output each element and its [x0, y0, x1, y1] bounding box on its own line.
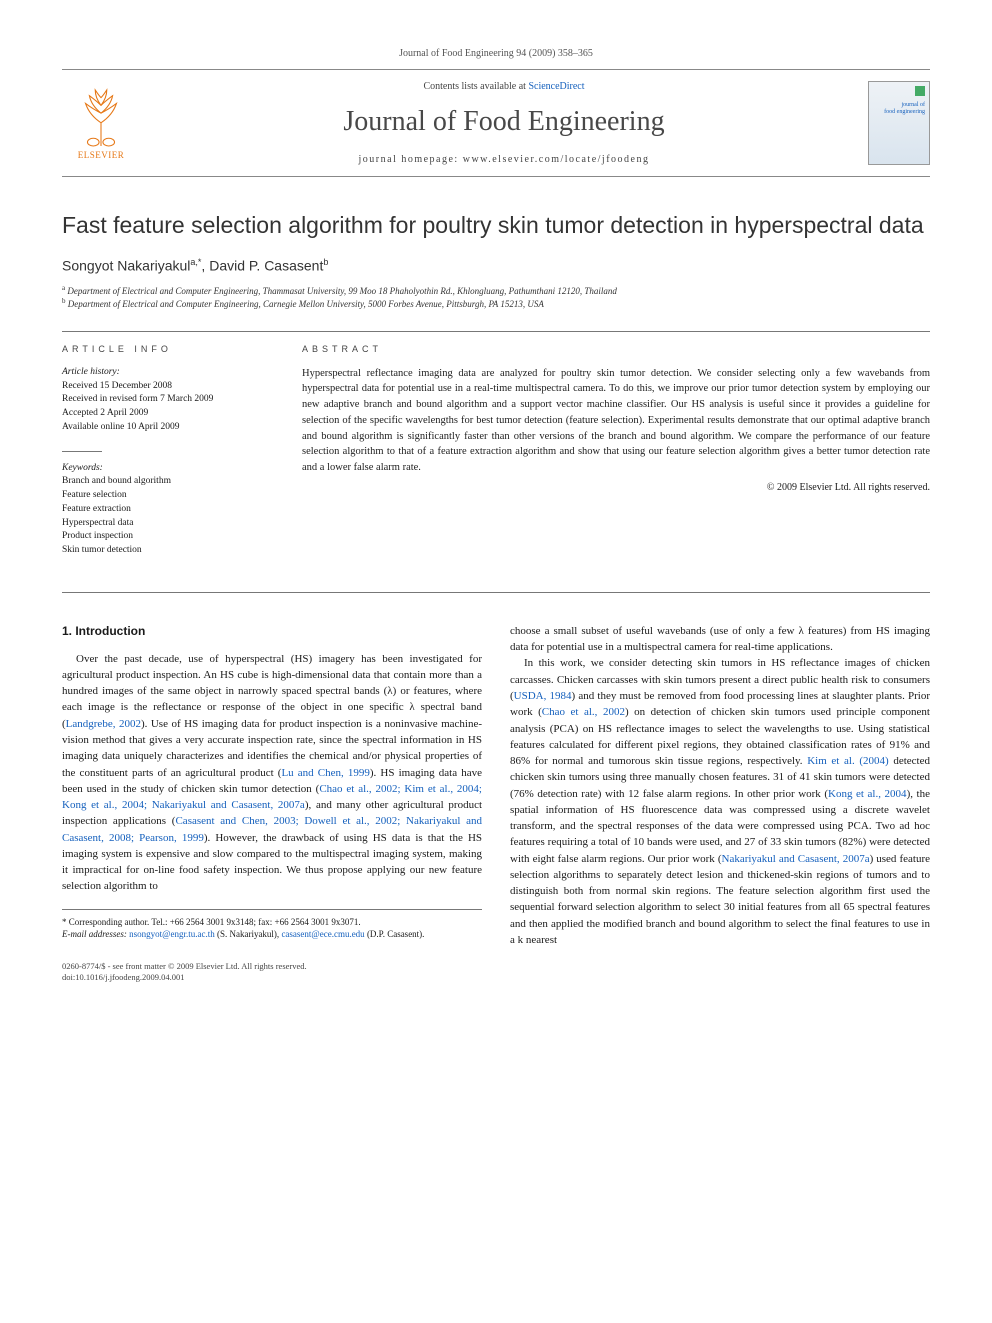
footer-doi: doi:10.1016/j.jfoodeng.2009.04.001 [62, 972, 482, 983]
author-2: David P. Casasent [209, 258, 323, 274]
journal-homepage-line: journal homepage: www.elsevier.com/locat… [140, 154, 868, 165]
affiliations: a Department of Electrical and Computer … [62, 284, 930, 311]
intro-paragraph-2: In this work, we consider detecting skin… [510, 655, 930, 948]
keyword-5: Product inspection [62, 530, 274, 544]
email-addresses-line: E-mail addresses: nsongyot@engr.tu.ac.th… [62, 928, 482, 941]
homepage-prefix: journal homepage: [359, 154, 463, 165]
intro-paragraph-right-cont: choose a small subset of useful waveband… [510, 623, 930, 656]
article-info-heading: ARTICLE INFO [62, 344, 274, 354]
running-head: Journal of Food Engineering 94 (2009) 35… [62, 48, 930, 59]
homepage-url[interactable]: www.elsevier.com/locate/jfoodeng [463, 154, 650, 165]
cover-line1: journal of [902, 102, 926, 108]
info-abstract-row: ARTICLE INFO Article history: Received 1… [62, 331, 930, 593]
section-1-heading: 1. Introduction [62, 623, 482, 641]
email-link-2[interactable]: casasent@ece.cmu.edu [281, 929, 364, 939]
keywords-block: Keywords: Branch and bound algorithm Fea… [62, 462, 274, 558]
history-accepted: Accepted 2 April 2009 [62, 407, 274, 421]
email-1-name: (S. Nakariyakul), [215, 929, 282, 939]
ref-kim-2004[interactable]: Kim et al. (2004) [807, 755, 888, 767]
history-label: Article history: [62, 366, 274, 380]
email-link-1[interactable]: nsongyot@engr.tu.ac.th [129, 929, 215, 939]
footer-front-matter: 0260-8774/$ - see front matter © 2009 El… [62, 961, 482, 972]
contents-lists-line: Contents lists available at ScienceDirec… [140, 81, 868, 92]
article-info-column: ARTICLE INFO Article history: Received 1… [62, 344, 274, 574]
history-received: Received 15 December 2008 [62, 380, 274, 394]
page-footer: 0260-8774/$ - see front matter © 2009 El… [62, 961, 482, 984]
email-label: E-mail addresses: [62, 929, 129, 939]
elsevier-wordmark: ELSEVIER [78, 150, 125, 160]
journal-name: Journal of Food Engineering [140, 106, 868, 138]
cover-line2: food engineering [884, 109, 925, 115]
author-list: Songyot Nakariyakula,*, David P. Casasen… [62, 257, 930, 274]
body-two-column: 1. Introduction Over the past decade, us… [62, 623, 930, 984]
ref-landgrebe-2002[interactable]: Landgrebe, 2002 [66, 718, 141, 730]
text-run: ) used feature selection algorithms to s… [510, 853, 930, 946]
history-revised: Received in revised form 7 March 2009 [62, 393, 274, 407]
abstract-column: ABSTRACT Hyperspectral reflectance imagi… [302, 344, 930, 574]
email-2-name: (D.P. Casasent). [365, 929, 425, 939]
ref-chao-2002[interactable]: Chao et al., 2002 [542, 706, 625, 718]
right-column: choose a small subset of useful waveband… [510, 623, 930, 984]
keyword-6: Skin tumor detection [62, 544, 274, 558]
affil-a-sup: a [62, 284, 65, 292]
abstract-copyright: © 2009 Elsevier Ltd. All rights reserved… [302, 482, 930, 493]
author-1-affil-sup: a,* [190, 257, 201, 267]
author-2-affil-sup: b [323, 257, 328, 267]
keyword-1: Branch and bound algorithm [62, 475, 274, 489]
affiliation-b: Department of Electrical and Computer En… [68, 299, 544, 309]
corresponding-author-note: * Corresponding author. Tel.: +66 2564 3… [62, 916, 482, 929]
ref-usda-1984[interactable]: USDA, 1984 [514, 690, 572, 702]
ref-lu-chen-1999[interactable]: Lu and Chen, 1999 [281, 767, 369, 779]
left-column: 1. Introduction Over the past decade, us… [62, 623, 482, 984]
ref-kong-2004[interactable]: Kong et al., 2004 [828, 788, 907, 800]
sciencedirect-link[interactable]: ScienceDirect [528, 81, 584, 92]
contents-prefix: Contents lists available at [423, 81, 528, 92]
keyword-4: Hyperspectral data [62, 517, 274, 531]
abstract-text: Hyperspectral reflectance imaging data a… [302, 366, 930, 476]
footnotes: * Corresponding author. Tel.: +66 2564 3… [62, 909, 482, 941]
keyword-3: Feature extraction [62, 503, 274, 517]
elsevier-tree-icon [72, 86, 130, 148]
keywords-label: Keywords: [62, 462, 274, 476]
journal-banner: ELSEVIER Contents lists available at Sci… [62, 69, 930, 177]
banner-center: Contents lists available at ScienceDirec… [140, 81, 868, 165]
intro-paragraph-left: Over the past decade, use of hyperspectr… [62, 651, 482, 895]
ref-nakariyakul-2007a[interactable]: Nakariyakul and Casasent, 2007a [722, 853, 870, 865]
keyword-2: Feature selection [62, 489, 274, 503]
article-history-block: Article history: Received 15 December 20… [62, 366, 274, 435]
affil-b-sup: b [62, 297, 66, 305]
history-online: Available online 10 April 2009 [62, 421, 274, 435]
abstract-heading: ABSTRACT [302, 344, 930, 354]
elsevier-logo: ELSEVIER [62, 78, 140, 168]
author-1: Songyot Nakariyakul [62, 258, 190, 274]
article-title: Fast feature selection algorithm for pou… [62, 211, 930, 241]
affiliation-a: Department of Electrical and Computer En… [67, 286, 616, 296]
journal-cover-thumbnail: journal offood engineering [868, 81, 930, 165]
